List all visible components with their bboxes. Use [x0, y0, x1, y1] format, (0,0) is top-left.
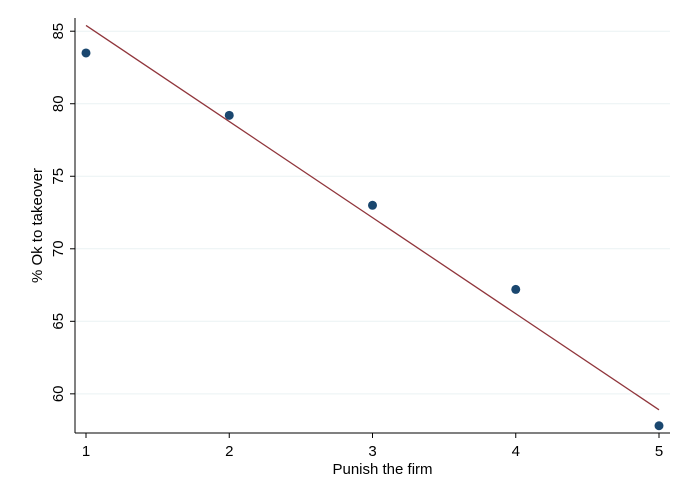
- grid-lines: [75, 30, 670, 395]
- y-tick-label: 75: [50, 168, 67, 185]
- x-tick-label: 1: [82, 443, 90, 460]
- y-tick-label: 85: [50, 23, 67, 40]
- y-tick-label: 65: [50, 313, 67, 330]
- y-tick-label: 80: [50, 95, 67, 112]
- fit-line: [85, 24, 660, 411]
- y-tick-label: 70: [50, 240, 67, 257]
- x-tick-label: 3: [368, 443, 376, 460]
- x-tick-label: 2: [225, 443, 233, 460]
- data-point: [654, 421, 664, 431]
- x-axis-title: Punish the firm: [332, 461, 432, 478]
- y-axis-title: % Ok to takeover: [29, 168, 46, 283]
- data-point: [368, 200, 377, 210]
- fit-line-group: [85, 24, 660, 411]
- y-axis-ticks: 60 65 70 75 80 85: [50, 23, 75, 402]
- x-tick-label: 4: [512, 443, 520, 460]
- data-point: [511, 284, 521, 294]
- data-point: [224, 110, 234, 120]
- x-axis-ticks: 1 2 3 4 5: [82, 433, 663, 460]
- y-tick-label: 60: [50, 385, 67, 402]
- data-points: [81, 48, 664, 431]
- data-point: [81, 48, 91, 58]
- x-tick-label: 5: [655, 443, 663, 460]
